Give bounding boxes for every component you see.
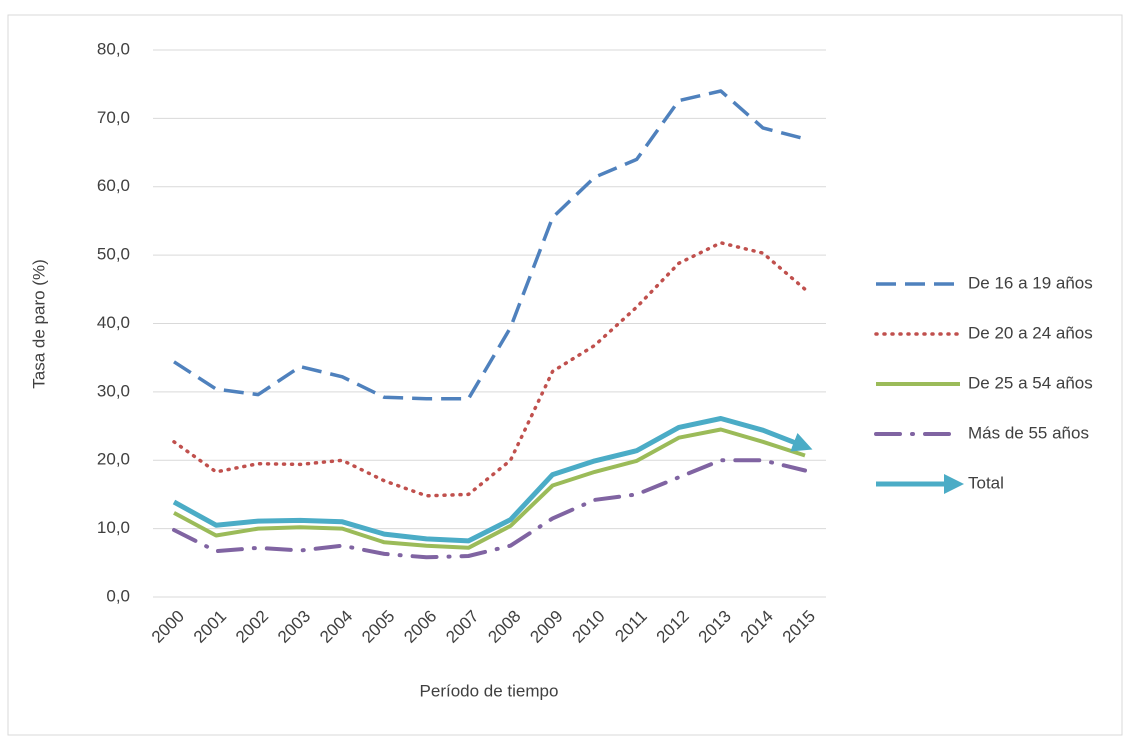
legend-label: Total	[968, 473, 1004, 492]
series-line	[172, 458, 807, 560]
legend-label: De 16 a 19 años	[968, 273, 1093, 292]
legend-label: De 20 a 24 años	[968, 323, 1093, 342]
legend-label: De 25 a 54 años	[968, 373, 1093, 392]
y-tick-label: 50,0	[97, 245, 130, 264]
legend-label: Más de 55 años	[968, 423, 1089, 442]
x-axis-title: Período de tiempo	[420, 681, 559, 700]
y-tick-label: 60,0	[97, 176, 130, 195]
y-tick-label: 20,0	[97, 450, 130, 469]
y-tick-label: 0,0	[106, 586, 130, 605]
y-tick-label: 30,0	[97, 381, 130, 400]
series-line	[172, 241, 807, 498]
series-line	[172, 416, 813, 544]
y-tick-label: 40,0	[97, 313, 130, 332]
y-tick-label: 10,0	[97, 518, 130, 537]
series-line	[173, 89, 806, 401]
y-tick-label: 70,0	[97, 108, 130, 127]
y-axis-title: Tasa de paro (%)	[29, 259, 48, 388]
series-line	[173, 427, 806, 550]
chart-border	[7, 14, 1123, 736]
y-tick-label: 80,0	[97, 39, 130, 58]
